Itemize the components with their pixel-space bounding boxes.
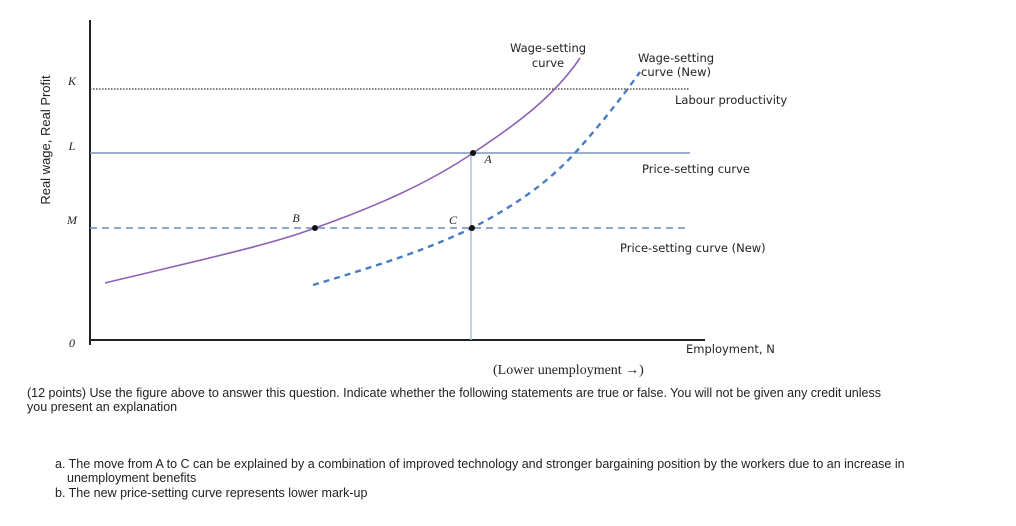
- curve-label: curve: [532, 56, 564, 70]
- line-label: Price-setting curve: [642, 162, 750, 176]
- point-b: [312, 225, 318, 231]
- question-item: a. The move from A to C can be explained…: [55, 457, 905, 471]
- question-item: unemployment benefits: [67, 471, 196, 485]
- question-item: b. The new price-setting curve represent…: [55, 486, 367, 500]
- point-label: A: [483, 152, 492, 166]
- wage-setting-curve: [104, 57, 581, 284]
- point-label: B: [292, 211, 300, 225]
- x-axis-title: Employment, N: [686, 342, 775, 356]
- question-intro: (12 points) Use the figure above to answ…: [27, 386, 881, 400]
- line-label: Price-setting curve (New): [620, 241, 766, 255]
- y-label: L: [68, 139, 76, 153]
- y-label: K: [67, 74, 77, 88]
- wage-setting-new-curve: [312, 71, 641, 287]
- y-label: M: [66, 213, 78, 227]
- diagram: Real wage, Real Profit K L M 0 A B C Wag…: [38, 20, 787, 378]
- point-c: [469, 225, 475, 231]
- point-a: [470, 150, 476, 156]
- y-label: 0: [69, 336, 75, 350]
- y-axis-title: Real wage, Real Profit: [38, 75, 53, 205]
- question: (12 points) Use the figure above to answ…: [27, 386, 905, 500]
- line-label: Labour productivity: [675, 93, 787, 107]
- point-label: C: [449, 213, 458, 227]
- x-axis-note: (Lower unemployment →): [493, 363, 644, 378]
- curve-label: Wage-setting: [638, 51, 714, 65]
- question-intro: you present an explanation: [27, 400, 177, 414]
- curve-label: Wage-setting: [510, 41, 586, 55]
- curve-label: curve (New): [641, 65, 711, 79]
